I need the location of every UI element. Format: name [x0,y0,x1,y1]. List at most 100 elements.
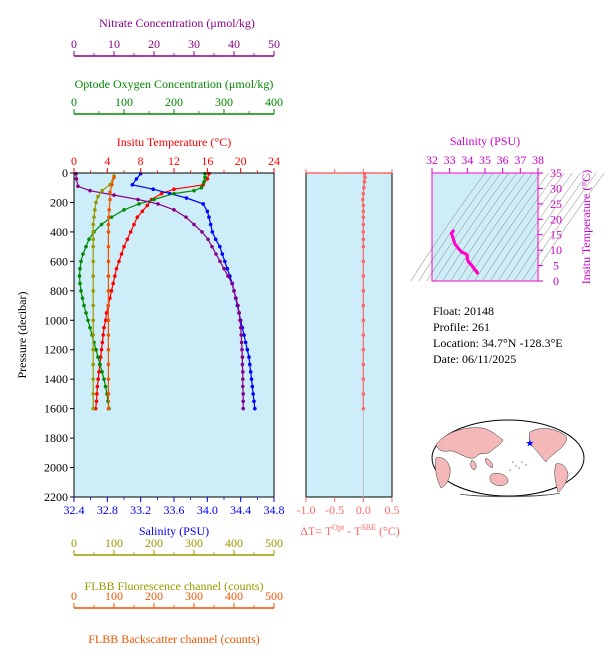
ts-y-tick-label: 20 [550,212,562,226]
nitrate-point [88,188,92,193]
fluorescence-point [91,377,95,381]
fluorescence-point [91,406,95,411]
world-map: ★ [431,419,585,498]
nitrate-point [206,237,210,242]
oxygen-point [199,185,204,190]
oxygen-tick-label: 200 [165,95,183,109]
nitrate-point [218,259,222,264]
delta-t-point [361,318,366,323]
nitrate-tick-label: 20 [148,37,160,51]
backscatter-axis: 0 100 200 300 400 500 [71,589,283,609]
pressure-tick-label: 2200 [44,490,68,504]
delta-t-axis: -1.0 -0.5 0.0 0.5 [297,169,400,517]
nitrate-point [76,184,80,189]
delta-t-point [363,175,367,180]
delta-t-point [361,244,366,249]
degree-symbol: ° [550,336,555,350]
delta-t-axis-title: ΔT= TOpt - TSBE (°C) [300,523,400,538]
backscatter-tick-label: 200 [145,589,163,603]
pressure-axis-label: Pressure (decibar) [15,292,29,379]
backscatter-point [106,244,111,249]
oxygen-tick-label: 400 [265,95,283,109]
backscatter-point [107,215,111,219]
backscatter-point [106,347,111,352]
map-india [470,459,477,471]
backscatter-point [112,175,116,180]
oxygen-point [84,244,88,249]
delta-t-tick-label: -0.5 [325,503,344,517]
temperature-point [122,244,126,249]
delta-t-point [362,180,367,184]
nitrate-tick-label: 0 [71,37,77,51]
fluorescence-point [91,318,95,323]
main-panel: 0200400600800100012001400160018002000220… [15,16,285,646]
backscatter-point [108,190,112,194]
fluorescence-tick-label: 0 [71,536,77,550]
temperature-tick-label: 16 [201,154,213,168]
salinity-point [184,196,189,200]
ts-plot-area [432,173,538,281]
fluorescence-point [91,230,95,234]
mu-symbol: μ [210,16,216,30]
fluorescence-point [91,289,95,293]
pressure-axis: 0 200 400 600 800 1000 1200 1400 1600 1800 2000 220… [44,166,74,504]
fluorescence-point [100,188,104,193]
backscatter-point [106,318,111,323]
nitrate-point [172,208,176,212]
oxygen-point [88,325,92,330]
temperature-point [103,318,108,323]
oxygen-point [82,303,86,308]
nitrate-axis-title: Nitrate Concentration (μmol/kg) [99,16,255,30]
fluorescence-profile-line [92,175,115,409]
backscatter-point [106,333,111,337]
salinity-point [201,202,205,206]
ts-point [460,250,464,254]
temperature-axis: 0 4 8 12 16 20 24 [71,154,280,173]
map-south-america [554,463,569,493]
backscatter-tick-label: 0 [71,589,77,603]
temperature-point [113,274,117,278]
ts-isopycnal [505,172,581,282]
pressure-tick-label: 2000 [44,461,68,475]
temperature-point [93,406,98,411]
fluorescence-point [91,333,95,337]
nitrate-tick-label: 30 [188,37,200,51]
mu-symbol: μ [229,77,235,91]
ts-y-tick-label: 10 [550,243,562,257]
pressure-tick-label: 1200 [44,343,68,357]
oxygen-point [192,188,196,193]
salinity-point [251,392,255,396]
delta-t-point [361,362,366,367]
ts-y-tick-label: 35 [550,166,562,180]
delta-t-point [361,333,366,337]
ts-salinity-title: Salinity (PSU) [450,134,520,148]
float-info: Float: 20148 Profile: 261 Location: 34.7… [433,304,563,366]
delta-t-point [362,185,366,190]
oxygen-point [109,215,114,219]
nitrate-point [241,384,245,389]
salinity-point [247,355,251,359]
nitrate-point [136,197,140,202]
salinity-tick-label: 32.8 [97,503,118,517]
nitrate-point [241,392,245,396]
ts-point [451,229,455,233]
oxygen-point [78,266,82,271]
ts-series-group [449,229,480,275]
temperature-tick-label: 24 [268,154,280,168]
salinity-point [208,222,213,227]
temperature-point [99,347,104,352]
map-north-america [528,428,567,463]
salinity-point [134,177,139,181]
map-land [435,427,569,498]
salinity-point [210,230,215,234]
temperature-point [125,237,130,242]
salinity-point [130,182,135,187]
temperature-point [102,325,106,330]
map-islands [509,461,527,471]
salinity-point [249,377,254,381]
nitrate-point [241,399,245,404]
nitrate-tick-label: 40 [228,37,240,51]
backscatter-point [106,289,111,293]
ts-isopycnal [418,172,494,282]
